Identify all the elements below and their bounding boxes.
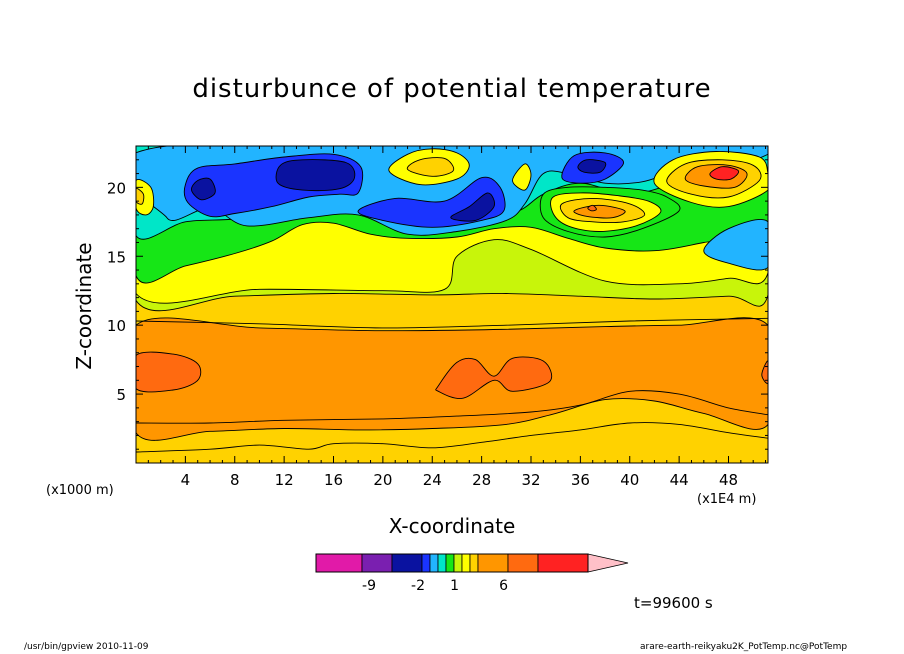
x-unit-right: (x1E4 m) bbox=[697, 492, 757, 507]
colorbar-label-0: -9 bbox=[362, 578, 376, 594]
x-tick-label-3: 16 bbox=[324, 471, 343, 489]
contour-region-14 bbox=[275, 159, 356, 192]
x-tick-label-10: 44 bbox=[670, 471, 689, 489]
colorbar-cell-5 bbox=[437, 553, 447, 573]
colorbar-cell-9 bbox=[469, 553, 479, 573]
x-tick-label-7: 32 bbox=[521, 471, 540, 489]
contour-line-2 bbox=[136, 317, 768, 329]
colorbar-cell-3 bbox=[421, 553, 431, 573]
colorbar-cell-6 bbox=[445, 553, 455, 573]
colorbar-cell-11 bbox=[507, 553, 539, 573]
contour-lines bbox=[136, 317, 768, 453]
colorbar-frame bbox=[315, 553, 589, 573]
contour-region-21 bbox=[587, 204, 597, 212]
contour-region-15 bbox=[450, 192, 495, 222]
y-tick-label-0: 5 bbox=[116, 386, 126, 404]
colorbar-arrow bbox=[587, 553, 629, 573]
colorbar-label-1: -2 bbox=[411, 578, 425, 594]
chart-title: disturbunce of potential temperature bbox=[192, 74, 712, 104]
colorbar-label-2: 1 bbox=[450, 578, 459, 594]
footer-left: /usr/bin/gpview 2010-11-09 bbox=[24, 642, 149, 652]
contour-region-16 bbox=[577, 159, 607, 174]
contour-region-25 bbox=[709, 166, 740, 181]
time-label: t=99600 s bbox=[634, 594, 713, 612]
colorbar-cell-2 bbox=[391, 553, 423, 573]
colorbar-cell-10 bbox=[477, 553, 509, 573]
x-tick-label-4: 20 bbox=[373, 471, 392, 489]
x-tick-label-1: 8 bbox=[230, 471, 240, 489]
contour-region-9 bbox=[703, 219, 768, 271]
colorbar-cell-1 bbox=[361, 553, 393, 573]
y-tick-label-3: 20 bbox=[107, 179, 126, 197]
contour-region-2 bbox=[435, 356, 553, 399]
colorbar-cell-4 bbox=[429, 553, 439, 573]
contour-region-13 bbox=[191, 177, 216, 201]
x-tick-label-5: 24 bbox=[423, 471, 442, 489]
colorbar: -9 -2 1 6 bbox=[315, 553, 629, 594]
contour-region-30 bbox=[136, 188, 145, 205]
contour-region-27 bbox=[406, 157, 455, 177]
y-axis-label: Z-coordinate bbox=[72, 242, 96, 370]
contour-region-1 bbox=[136, 351, 202, 393]
colorbar-label-3: 6 bbox=[499, 578, 508, 594]
x-tick-label-2: 12 bbox=[275, 471, 294, 489]
x-tick-label-11: 48 bbox=[719, 471, 738, 489]
colorbar-cell-7 bbox=[453, 553, 463, 573]
plot-frame bbox=[135, 145, 769, 464]
x-tick-label-9: 40 bbox=[620, 471, 639, 489]
x-tick-label-6: 28 bbox=[472, 471, 491, 489]
x-tick-label-8: 36 bbox=[571, 471, 590, 489]
contour-line-1 bbox=[136, 422, 768, 453]
x-unit-left: (x1000 m) bbox=[46, 483, 114, 498]
contour-line-0 bbox=[136, 390, 768, 424]
footer-right: arare-earth-reikyaku2K_PotTemp.nc@PotTem… bbox=[640, 642, 848, 652]
x-tick-label-0: 4 bbox=[181, 471, 191, 489]
contour-region-20 bbox=[573, 204, 626, 219]
x-axis-label: X-coordinate bbox=[388, 514, 516, 538]
contour-region-29 bbox=[136, 179, 155, 216]
y-tick-label-2: 15 bbox=[107, 248, 126, 266]
colorbar-cell-0 bbox=[315, 553, 363, 573]
y-tick-label-1: 10 bbox=[107, 317, 126, 335]
heatmap-layers bbox=[136, 146, 768, 463]
contour-region-28 bbox=[512, 163, 532, 191]
colorbar-cell-12 bbox=[537, 553, 589, 573]
colorbar-cell-8 bbox=[461, 553, 471, 573]
